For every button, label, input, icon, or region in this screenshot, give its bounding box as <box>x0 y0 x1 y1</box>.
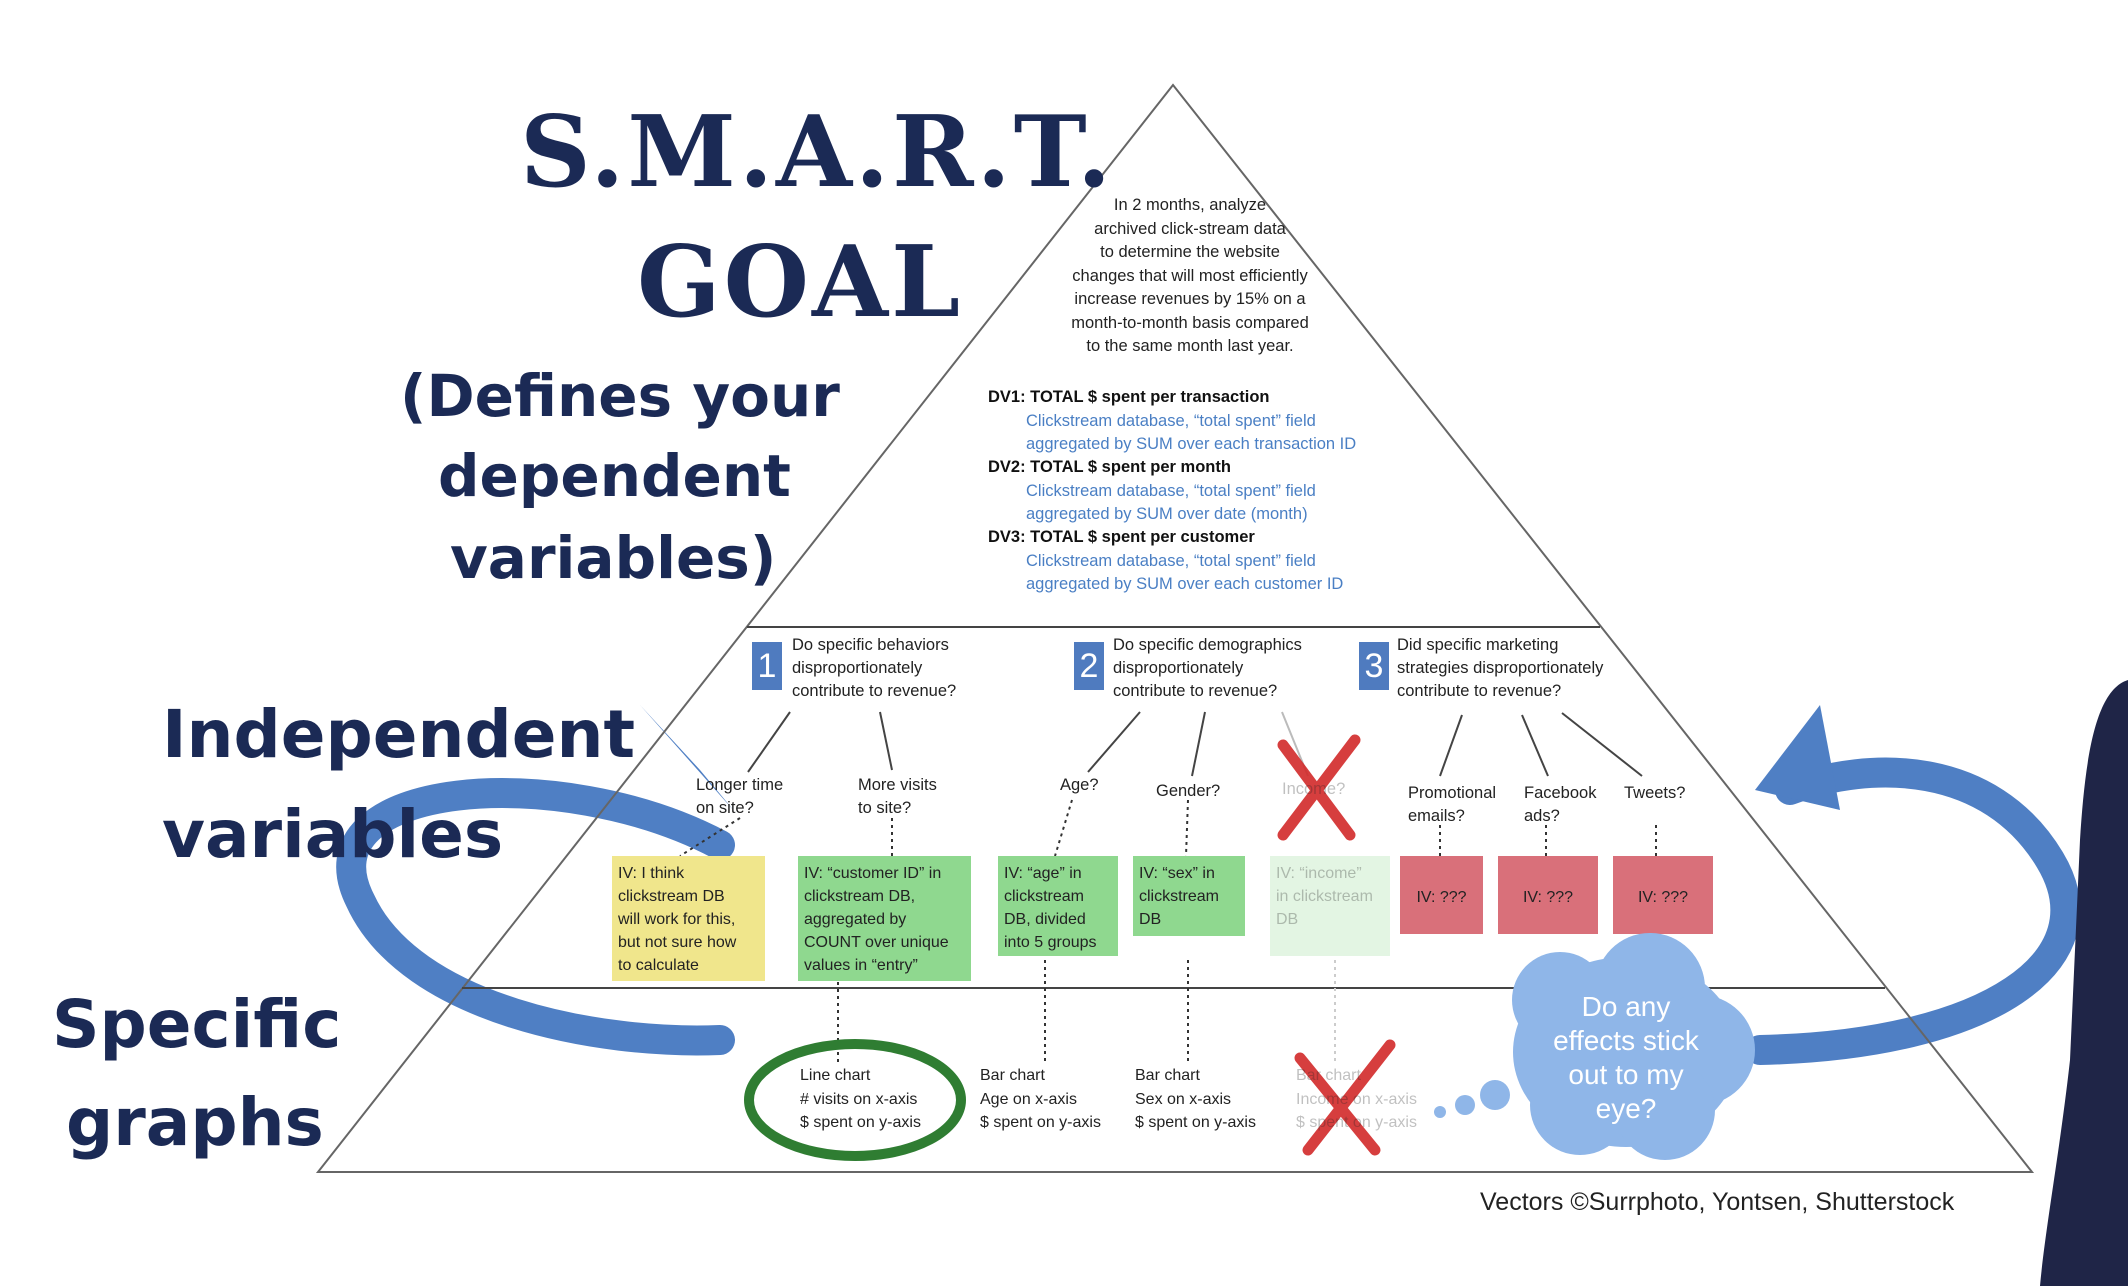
question-3-text: Did specific marketing strategies disprop… <box>1397 636 1604 700</box>
iv-box-age: IV: “age” in clickstream DB, divided into 5… <box>1004 865 1097 951</box>
question-2-number: 2 <box>1074 642 1104 690</box>
pyramid-outline <box>315 83 2035 1173</box>
iv-box-visits: IV: “customer ID” in clickstream DB, aggre… <box>804 865 949 974</box>
question-1-number: 1 <box>752 642 782 690</box>
graph-line-chart: Line chart # visits on x-axis $ spent on y… <box>800 1067 921 1131</box>
subq-tweets: Tweets? <box>1624 784 1686 802</box>
iv-box-bg-1 <box>612 856 765 981</box>
subtitle-line1: (Defines your <box>400 362 840 430</box>
question-1-text: Do specific behaviors disproportionately c… <box>792 636 957 700</box>
iv-box-bg-3 <box>998 856 1118 956</box>
connector-q3-tweets <box>1561 712 1643 777</box>
connector-q1-time <box>747 711 791 773</box>
graph-bar-chart-income: Bar chart Income on x-axis $ spent on y-ax… <box>1296 1067 1417 1131</box>
subtitle-line3: variables) <box>450 524 777 592</box>
dotted-connectors <box>679 799 1657 1062</box>
red-x-income <box>1277 734 1361 841</box>
iv-box-sex: IV: “sex” in clickstream DB <box>1139 865 1220 928</box>
connector-q3-facebook <box>1521 714 1549 777</box>
green-circle-highlight <box>744 1039 966 1161</box>
subq-longer-time: Longer time on site? <box>696 776 784 817</box>
connector-q2-age <box>1087 711 1141 773</box>
thought-bubble <box>1434 933 1755 1160</box>
iv-box-tweets: IV: ??? <box>1637 889 1689 906</box>
subq-facebook-ads: Facebook ads? <box>1524 784 1597 825</box>
subq-more-visits: More visits to site? <box>858 776 937 817</box>
graph-bar-chart-sex: Bar chart Sex on x-axis $ spent on y-axis <box>1135 1067 1256 1131</box>
label-graphs-line1: Specific <box>52 986 342 1063</box>
graph-bar-chart-age: Bar chart Age on x-axis $ spent on y-axis <box>980 1067 1101 1131</box>
dependent-variable-3: DV3: TOTAL $ spent per customer Clickstr… <box>988 528 1344 593</box>
question-2-text: Do specific demographics disproportionate… <box>1113 636 1302 700</box>
title-line1: S.M.A.R.T. <box>520 95 1115 210</box>
subtitle-line2: dependent <box>438 442 791 510</box>
label-graphs-line2: graphs <box>66 1084 324 1161</box>
image-credit: Vectors ©Surrphoto, Yontsen, Shutterstoc… <box>1480 1188 1955 1216</box>
dependent-variable-2: DV2: TOTAL $ spent per month Clickstream… <box>988 458 1316 523</box>
connector-q2-gender <box>1191 711 1206 777</box>
iv-box-bg-5 <box>1270 856 1390 956</box>
iv-box-bg-4 <box>1133 856 1245 936</box>
iv-box-bg-6 <box>1400 856 1483 934</box>
presenter-silhouette <box>2040 680 2128 1286</box>
right-arrow-head <box>1755 705 1840 810</box>
subq-promotional-emails: Promotional emails? <box>1408 784 1497 825</box>
thought-bubble-text: Do any effects stick out to my eye? <box>1553 991 1699 1124</box>
iv-box-bg-2 <box>798 856 971 981</box>
subq-income: Income? <box>1282 780 1346 798</box>
connector-q3-email <box>1439 714 1463 777</box>
iv-box-time-on-site: IV: I think clickstream DB will work for t… <box>618 865 737 974</box>
iv-box-bg-8 <box>1613 856 1713 934</box>
iv-box-emails: IV: ??? <box>1416 889 1467 906</box>
title-line2: GOAL <box>636 225 963 340</box>
iv-box-bg-7 <box>1498 856 1598 934</box>
subq-age: Age? <box>1060 776 1099 794</box>
connector-q1-visits <box>879 711 893 771</box>
left-curved-arrow <box>336 778 735 1056</box>
goal-statement: In 2 months, analyze archived click-stre… <box>1071 196 1309 355</box>
label-independent-line2: variables <box>162 796 504 873</box>
iv-box-facebook: IV: ??? <box>1522 889 1574 906</box>
label-independent-line1: Independent <box>162 696 636 773</box>
dependent-variable-1: DV1: TOTAL $ spent per transaction Click… <box>988 388 1357 453</box>
right-curved-arrow <box>1745 757 2081 1065</box>
iv-box-income: IV: “income” in clickstream DB <box>1276 865 1373 928</box>
subq-gender: Gender? <box>1156 782 1221 800</box>
question-3-number: 3 <box>1359 642 1389 690</box>
red-x-graph <box>1294 1039 1396 1156</box>
